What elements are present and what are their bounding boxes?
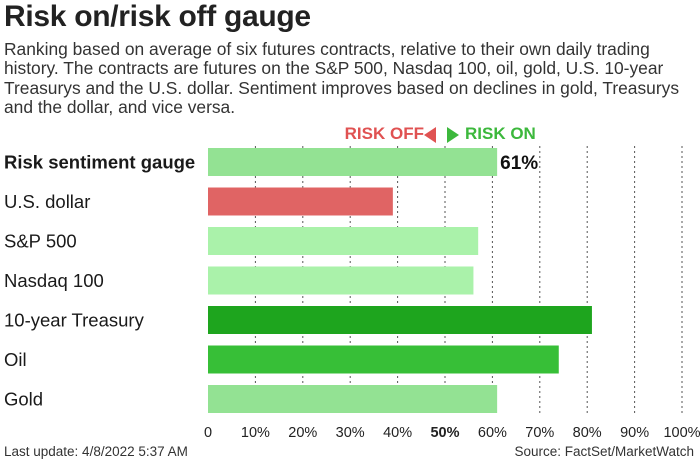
x-tick-label: 80%	[573, 425, 602, 441]
category-label: S&P 500	[4, 231, 77, 252]
x-tick-label: 40%	[383, 425, 412, 441]
chart-legend: RISK OFF RISK ON	[0, 124, 700, 148]
bar	[208, 187, 393, 216]
last-update: Last update: 4/8/2022 5:37 AM	[4, 444, 188, 459]
triangle-right-icon	[447, 127, 459, 143]
bar	[208, 227, 479, 255]
x-tick-label: 20%	[288, 425, 317, 441]
x-tick-label: 90%	[620, 425, 649, 441]
bar	[208, 345, 559, 374]
bar	[208, 148, 498, 176]
category-label: Nasdaq 100	[4, 270, 104, 291]
legend-risk-off: RISK OFF	[344, 124, 424, 143]
x-tick-label: 60%	[478, 425, 507, 441]
bar	[208, 385, 498, 413]
chart-subtitle: Ranking based on average of six futures …	[4, 39, 680, 118]
x-tick-label: 100%	[663, 425, 700, 441]
category-label: Risk sentiment gauge	[4, 152, 195, 173]
source-note: Source: FactSet/MarketWatch	[514, 444, 694, 459]
category-label: U.S. dollar	[4, 191, 90, 212]
triangle-left-icon	[424, 127, 436, 143]
x-tick-label: 70%	[525, 425, 554, 441]
category-label: Oil	[4, 349, 27, 370]
x-tick-label: 50%	[430, 425, 459, 441]
legend-risk-on: RISK ON	[465, 124, 536, 143]
bar	[208, 266, 474, 295]
category-label: Gold	[4, 389, 43, 410]
x-tick-label: 0	[204, 425, 212, 441]
data-label: 61%	[500, 153, 538, 174]
x-tick-label: 10%	[241, 425, 270, 441]
category-label: 10-year Treasury	[4, 310, 145, 331]
chart-title: Risk on/risk off gauge	[4, 0, 311, 33]
x-tick-label: 30%	[336, 425, 365, 441]
bar	[208, 306, 592, 334]
